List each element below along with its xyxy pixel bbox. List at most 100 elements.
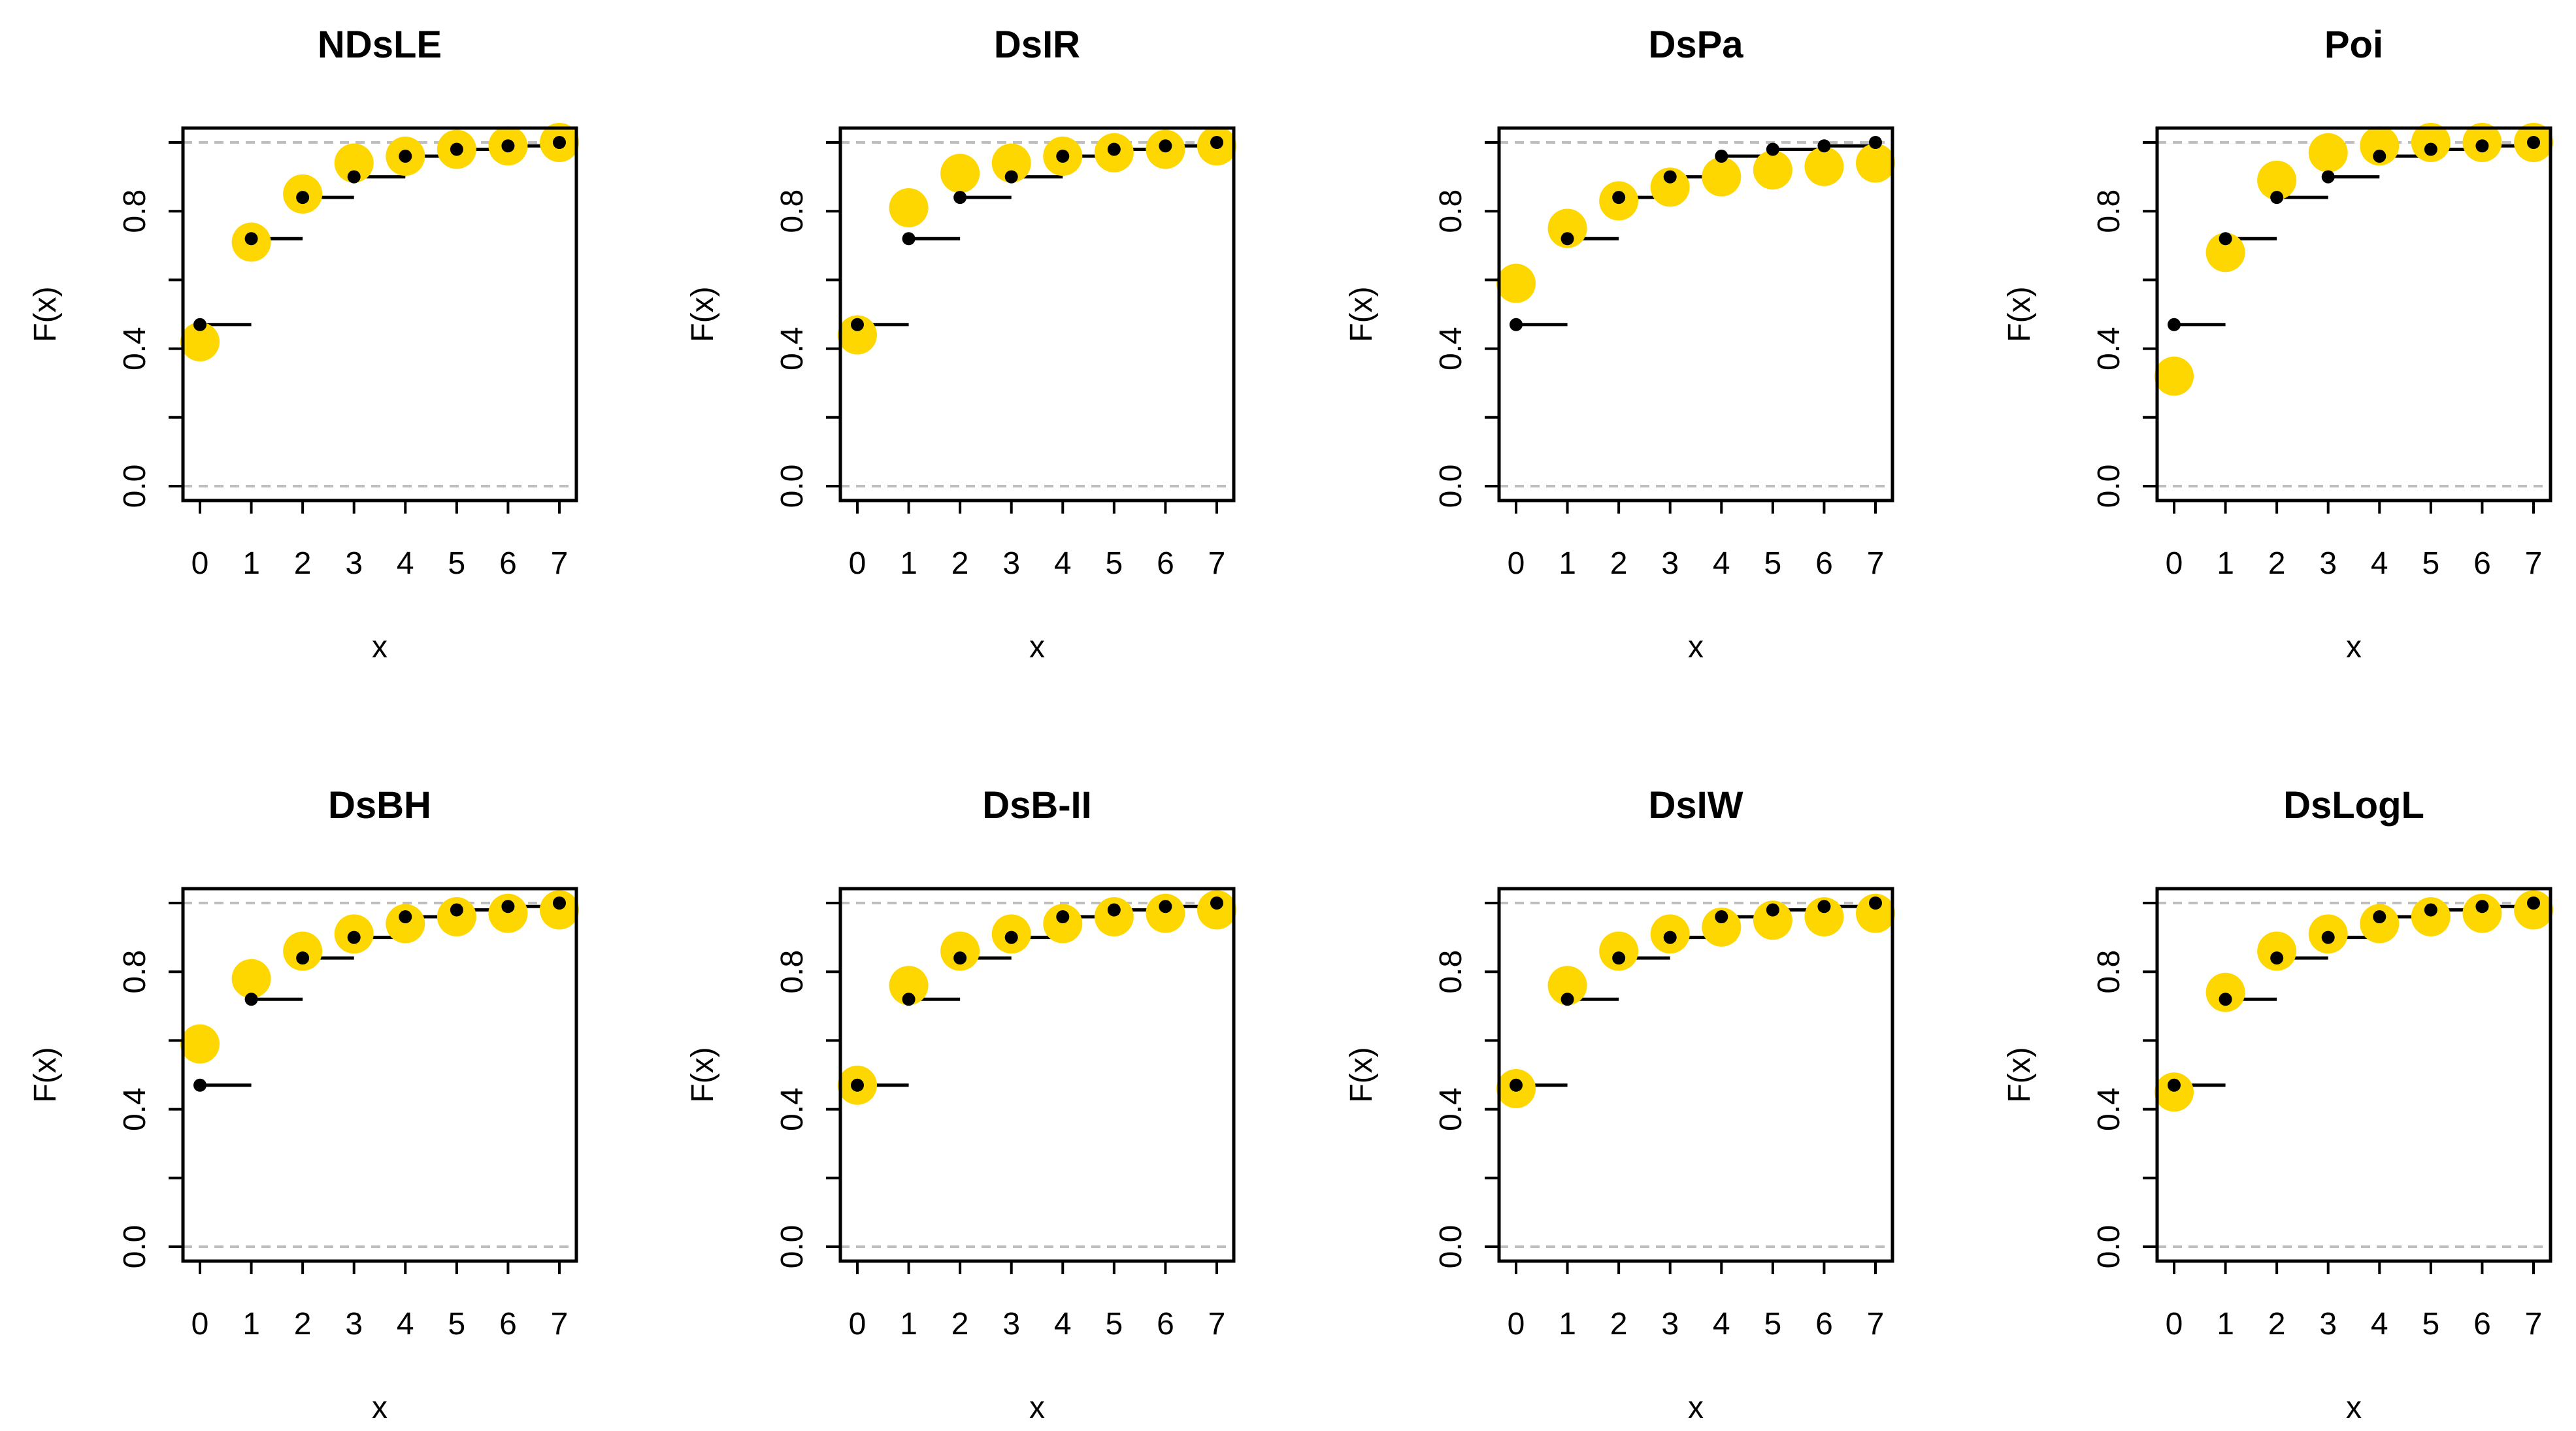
ecdf-point xyxy=(1869,136,1882,149)
ecdf-point xyxy=(1107,142,1121,156)
chart-title: DsIW xyxy=(1649,784,1743,827)
fitted-cdf-point xyxy=(889,188,929,227)
x-axis-label: x xyxy=(372,630,388,665)
fitted-cdf-point xyxy=(2360,126,2400,166)
fitted-cdf-point xyxy=(1650,167,1690,207)
x-tick-label: 5 xyxy=(1764,546,1782,581)
ecdf-point xyxy=(1612,191,1626,205)
ecdf-point xyxy=(1210,896,1223,910)
x-tick-label: 5 xyxy=(1764,1307,1782,1341)
ecdf-point xyxy=(1056,910,1070,924)
y-tick-label: 0.4 xyxy=(118,1087,152,1131)
x-tick-label: 0 xyxy=(1508,546,1525,581)
fitted-cdf-point xyxy=(2257,931,2297,971)
ecdf-point xyxy=(244,232,258,246)
ecdf-point xyxy=(347,930,361,944)
x-tick-label: 7 xyxy=(1867,1307,1885,1341)
x-tick-label: 2 xyxy=(294,1307,312,1341)
fitted-cdf-point xyxy=(180,322,220,362)
ecdf-point xyxy=(296,191,310,205)
x-tick-label: 5 xyxy=(448,546,466,581)
x-tick-label: 0 xyxy=(849,1307,867,1341)
y-tick-label: 0.8 xyxy=(775,950,810,994)
ecdf-point xyxy=(2168,1078,2181,1092)
x-tick-label: 2 xyxy=(951,546,969,581)
ecdf-point xyxy=(2321,930,2335,944)
ecdf-point xyxy=(450,142,463,156)
ecdf-point xyxy=(399,910,412,924)
fitted-cdf-point xyxy=(991,143,1031,183)
fitted-cdf-point xyxy=(1094,897,1134,937)
x-tick-label: 3 xyxy=(2319,1307,2337,1341)
fitted-cdf-point xyxy=(2308,133,2348,173)
y-tick-label: 0.8 xyxy=(1434,189,1468,233)
ecdf-point xyxy=(450,903,463,917)
ecdf-point xyxy=(2527,896,2540,910)
ecdf-point xyxy=(501,900,515,913)
x-tick-label: 1 xyxy=(2217,1307,2234,1341)
y-tick-label: 0.0 xyxy=(118,1225,152,1269)
x-tick-label: 2 xyxy=(1610,1307,1628,1341)
ecdf-point xyxy=(1210,136,1223,149)
ecdf-point xyxy=(2527,136,2540,149)
y-tick-label: 0.0 xyxy=(775,465,810,508)
y-axis-label: F(x) xyxy=(685,286,720,342)
y-tick-label: 0.4 xyxy=(2092,1087,2126,1131)
ecdf-point xyxy=(2475,139,2489,153)
chart-panel-dsb-ii: DsB-II 0 1 2 3 4 5 6 7 0.0 0.4 0.8 x F(x) xyxy=(685,784,1236,1425)
y-axis-label: F(x) xyxy=(685,1047,720,1102)
chart-title: Poi xyxy=(2324,24,2383,66)
fitted-cdf-point xyxy=(386,904,425,944)
y-axis-label: F(x) xyxy=(1344,1047,1379,1102)
x-tick-label: 4 xyxy=(397,546,414,581)
ecdf-point xyxy=(2270,191,2284,205)
ecdf-point xyxy=(1560,232,1574,246)
ecdf-point xyxy=(1107,903,1121,917)
ecdf-point xyxy=(553,896,566,910)
chart-title: DsPa xyxy=(1648,24,1743,66)
y-axis-label: F(x) xyxy=(2002,286,2037,342)
chart-panel-ndsle: NDsLE 0 1 2 3 4 5 6 7 0.0 0.4 0.8 x F(x) xyxy=(28,24,579,665)
fitted-cdf-point xyxy=(231,959,271,998)
y-tick-label: 0.4 xyxy=(775,1087,810,1131)
y-axis-label: F(x) xyxy=(28,1047,63,1102)
y-axis-label: F(x) xyxy=(28,286,63,342)
x-tick-label: 0 xyxy=(2166,546,2183,581)
x-tick-label: 7 xyxy=(1208,546,1226,581)
fitted-cdf-point xyxy=(334,143,374,183)
x-tick-label: 4 xyxy=(1713,1307,1730,1341)
ecdf-point xyxy=(2424,903,2437,917)
y-tick-label: 0.0 xyxy=(2092,465,2126,508)
y-tick-label: 0.8 xyxy=(2092,189,2126,233)
fitted-cdf-point xyxy=(1599,931,1639,971)
chart-panel-dslogl: DsLogL 0 1 2 3 4 5 6 7 0.0 0.4 0.8 x F(x) xyxy=(2002,784,2553,1425)
x-tick-label: 0 xyxy=(191,546,209,581)
fitted-cdf-point xyxy=(1043,904,1083,944)
ecdf-point xyxy=(851,1078,864,1092)
x-axis-label: x xyxy=(2346,630,2362,665)
x-tick-label: 7 xyxy=(1208,1307,1226,1341)
fitted-cdf-point xyxy=(2411,123,2451,162)
ecdf-point xyxy=(953,951,967,965)
ecdf-point xyxy=(1159,900,1172,913)
x-tick-label: 5 xyxy=(2422,546,2440,581)
x-tick-label: 3 xyxy=(1002,546,1020,581)
y-tick-label: 0.0 xyxy=(1434,465,1468,508)
fitted-cdf-point xyxy=(180,1024,220,1064)
y-tick-label: 0.8 xyxy=(775,189,810,233)
fitted-cdf-point xyxy=(1753,150,1792,190)
chart-panel-dsiw: DsIW 0 1 2 3 4 5 6 7 0.0 0.4 0.8 x F(x) xyxy=(1344,784,1895,1425)
x-tick-label: 5 xyxy=(448,1307,466,1341)
x-tick-label: 6 xyxy=(2473,1307,2491,1341)
ecdf-point xyxy=(2373,150,2386,163)
ecdf-point xyxy=(1663,930,1677,944)
y-tick-label: 0.8 xyxy=(118,189,152,233)
x-axis-label: x xyxy=(1029,1390,1045,1425)
x-tick-label: 5 xyxy=(1106,546,1123,581)
x-tick-label: 7 xyxy=(2525,1307,2543,1341)
chart-title: DsB-II xyxy=(982,784,1092,827)
ecdf-point xyxy=(347,170,361,184)
x-tick-label: 0 xyxy=(849,546,867,581)
ecdf-point xyxy=(2219,993,2232,1006)
x-tick-label: 4 xyxy=(2371,546,2388,581)
